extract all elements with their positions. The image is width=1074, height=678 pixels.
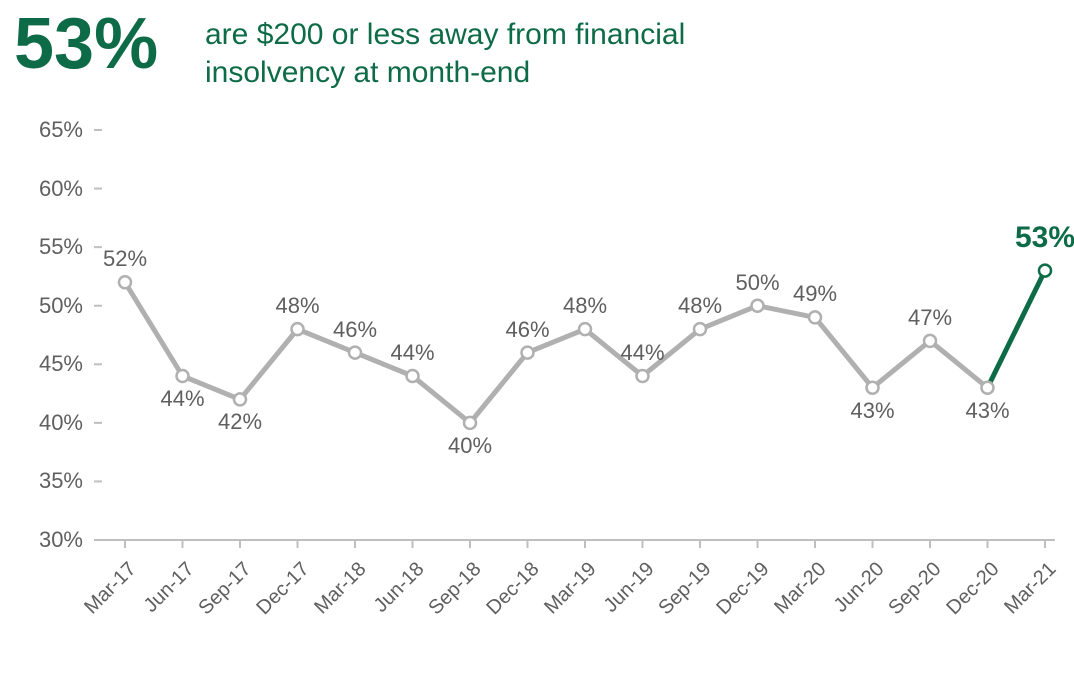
point-label: 48% [678, 293, 722, 319]
point-label: 46% [505, 317, 549, 343]
point-label: 48% [563, 293, 607, 319]
point-label: 44% [620, 340, 664, 366]
point-label: 46% [333, 317, 377, 343]
point-label: 49% [793, 281, 837, 307]
y-tick-label: 30% [0, 527, 83, 553]
point-label: 42% [218, 409, 262, 435]
y-tick-label: 45% [0, 351, 83, 377]
y-tick-label: 35% [0, 468, 83, 494]
chart-container: 53% are $200 or less away from financial… [0, 0, 1074, 678]
point-label: 44% [390, 340, 434, 366]
point-label: 43% [965, 398, 1009, 424]
point-label: 48% [275, 293, 319, 319]
point-label: 47% [908, 305, 952, 331]
point-label: 50% [735, 270, 779, 296]
point-label: 40% [448, 433, 492, 459]
y-tick-label: 65% [0, 117, 83, 143]
y-tick-label: 40% [0, 410, 83, 436]
point-label: 52% [103, 246, 147, 272]
y-tick-label: 50% [0, 293, 83, 319]
y-tick-label: 55% [0, 234, 83, 260]
end-point-label: 53% [1015, 223, 1074, 253]
point-label: 43% [850, 398, 894, 424]
point-label: 44% [160, 386, 204, 412]
y-tick-label: 60% [0, 176, 83, 202]
